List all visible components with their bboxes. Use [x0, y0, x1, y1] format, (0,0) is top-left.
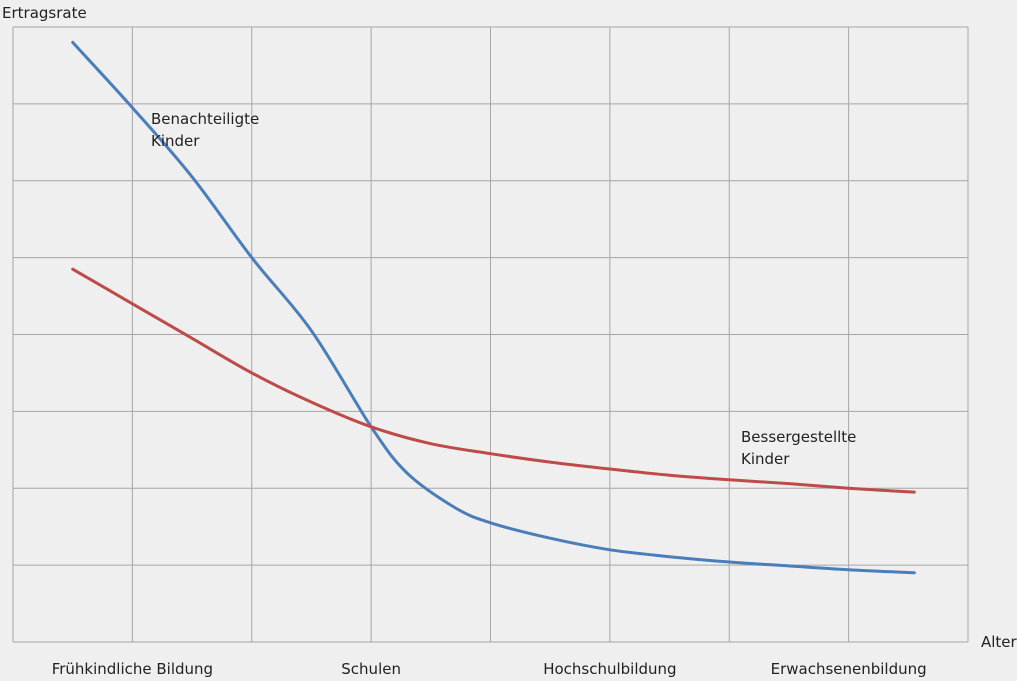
series-label-line: Kinder — [741, 450, 790, 468]
series-line-1 — [71, 40, 916, 575]
x-category-label: Hochschulbildung — [543, 660, 676, 678]
grid: Frühkindliche Bildung Schulen Hochschulbil… — [12, 26, 969, 678]
x-category-label: Schulen — [341, 660, 401, 678]
x-axis-label: Alter — [981, 633, 1017, 651]
y-axis-label: Ertragsrate — [2, 4, 87, 22]
x-category-label: Erwachsenenbildung — [771, 660, 927, 678]
labels-layer: Benachteiligte Kinder Bessergestellte Kinde… — [151, 110, 856, 468]
series-line-2 — [71, 267, 916, 494]
series-label-line: Bessergestellte — [741, 428, 856, 446]
series-label-line: Benachteiligte — [151, 110, 259, 128]
series-label-2: Bessergestellte Kinder — [741, 428, 856, 468]
x-category-label: Frühkindliche Bildung — [52, 660, 213, 678]
series-label-line: Kinder — [151, 132, 200, 150]
series-layer — [71, 40, 916, 575]
series-label-1: Benachteiligte Kinder — [151, 110, 259, 150]
